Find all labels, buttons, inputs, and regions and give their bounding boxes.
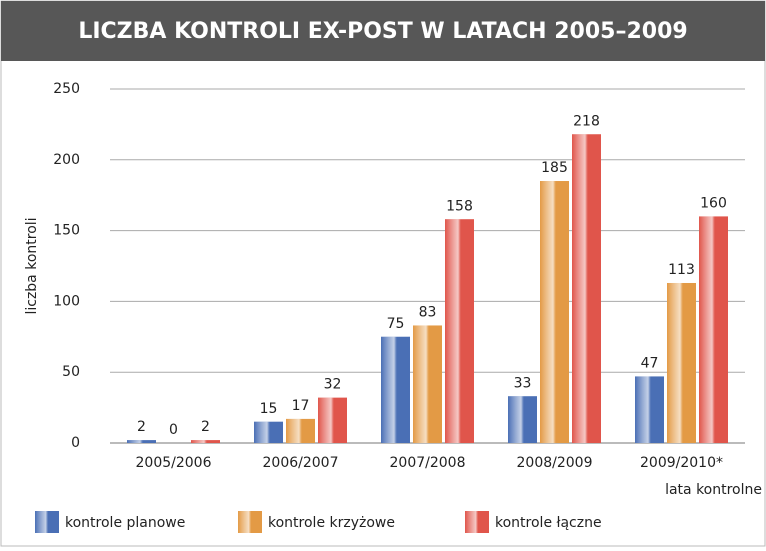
legend-label: kontrole łączne bbox=[495, 515, 602, 531]
y-tick-label: 50 bbox=[62, 364, 80, 380]
bar bbox=[667, 282, 696, 443]
y-tick-label: 0 bbox=[71, 435, 80, 451]
x-tick-label: 2005/2006 bbox=[136, 455, 212, 471]
chart-title: LICZBA KONTROLI EX-POST W LATACH 2005–20… bbox=[78, 19, 687, 44]
value-label: 33 bbox=[514, 375, 532, 391]
value-label: 113 bbox=[668, 262, 695, 278]
bar bbox=[191, 440, 220, 443]
value-label: 2 bbox=[201, 419, 210, 435]
value-label: 47 bbox=[641, 355, 659, 371]
value-label: 158 bbox=[446, 198, 473, 214]
value-label: 218 bbox=[573, 113, 600, 129]
x-tick-label: 2009/2010* bbox=[640, 455, 723, 471]
y-axis-label: liczba kontroli bbox=[24, 217, 40, 314]
y-tick-label: 100 bbox=[53, 293, 80, 309]
bar bbox=[318, 397, 347, 443]
title-bar bbox=[1, 1, 765, 61]
bar bbox=[635, 376, 664, 443]
value-label: 32 bbox=[324, 377, 342, 393]
bar bbox=[413, 325, 442, 443]
value-label: 17 bbox=[292, 398, 310, 414]
legend-label: kontrole krzyżowe bbox=[268, 515, 395, 531]
x-tick-label: 2007/2008 bbox=[390, 455, 466, 471]
value-label: 15 bbox=[260, 401, 278, 417]
bar bbox=[254, 421, 283, 443]
x-tick-label: 2008/2009 bbox=[517, 455, 593, 471]
x-axis-label: lata kontrolne bbox=[665, 482, 762, 498]
y-tick-label: 250 bbox=[53, 81, 80, 97]
value-label: 83 bbox=[419, 304, 437, 320]
bar bbox=[445, 219, 474, 443]
value-label: 0 bbox=[169, 422, 178, 438]
y-tick-label: 200 bbox=[53, 152, 80, 168]
value-label: 75 bbox=[387, 316, 405, 332]
bar bbox=[286, 418, 315, 443]
legend-swatch-shine bbox=[465, 511, 489, 533]
legend-swatch-shine bbox=[238, 511, 262, 533]
legend-label: kontrole planowe bbox=[65, 515, 185, 531]
legend-swatch-shine bbox=[35, 511, 59, 533]
bar bbox=[540, 181, 569, 444]
x-tick-label: 2006/2007 bbox=[263, 455, 339, 471]
y-tick-label: 150 bbox=[53, 223, 80, 239]
bar bbox=[508, 396, 537, 443]
bar bbox=[381, 336, 410, 443]
value-label: 185 bbox=[541, 160, 568, 176]
bar bbox=[699, 216, 728, 443]
value-label: 160 bbox=[700, 195, 727, 211]
bar bbox=[572, 134, 601, 443]
bar bbox=[127, 440, 156, 443]
value-label: 2 bbox=[137, 419, 146, 435]
